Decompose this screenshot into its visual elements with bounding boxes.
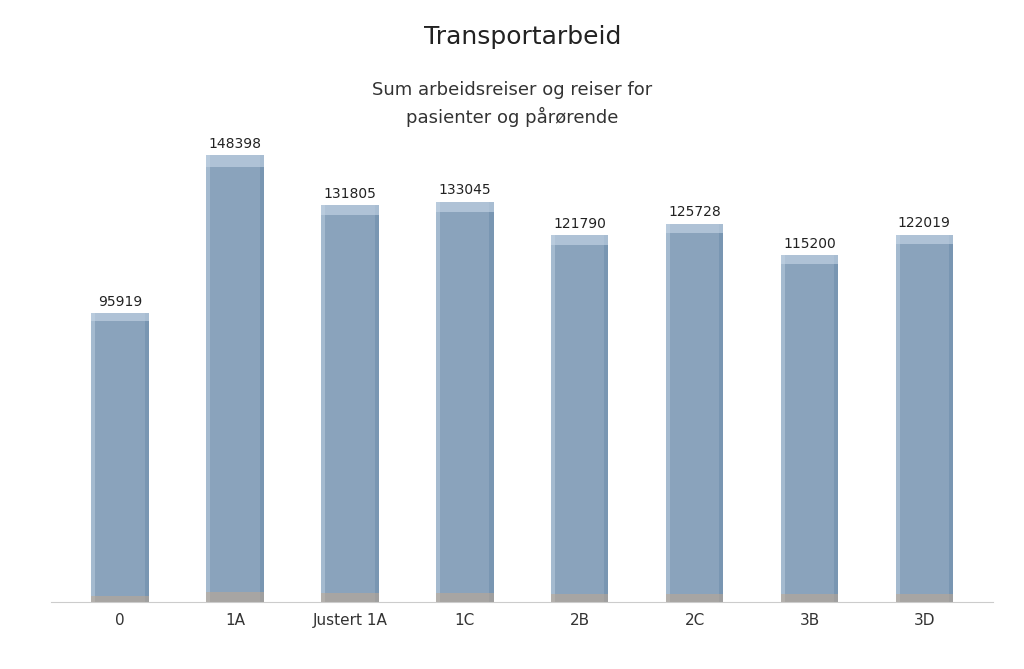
Bar — [896, 594, 953, 602]
Bar — [322, 205, 379, 215]
Bar — [666, 223, 723, 602]
Bar — [489, 201, 494, 602]
Text: 125728: 125728 — [669, 205, 721, 219]
Bar — [260, 155, 264, 602]
Bar — [436, 593, 494, 602]
Bar — [666, 223, 723, 233]
Bar — [91, 596, 148, 602]
Text: 115200: 115200 — [783, 237, 836, 251]
Bar — [144, 313, 148, 602]
Text: 121790: 121790 — [553, 217, 606, 231]
Bar — [206, 155, 264, 167]
Bar — [666, 223, 670, 602]
Bar — [436, 201, 440, 602]
Bar — [780, 256, 839, 264]
Bar — [436, 201, 494, 211]
Bar — [780, 256, 784, 602]
Bar — [896, 235, 900, 602]
Bar — [551, 235, 608, 245]
Bar — [91, 313, 148, 602]
Text: 95919: 95919 — [98, 295, 142, 309]
Bar — [604, 235, 608, 602]
Text: 122019: 122019 — [898, 216, 951, 230]
Bar — [206, 592, 264, 602]
Bar — [780, 256, 839, 602]
Bar — [780, 595, 839, 602]
Text: 131805: 131805 — [324, 187, 377, 201]
Bar — [91, 313, 95, 602]
Bar — [949, 235, 953, 602]
Bar — [91, 313, 148, 320]
Bar — [719, 223, 723, 602]
Bar — [896, 235, 953, 602]
Bar — [375, 205, 379, 602]
Bar — [551, 235, 555, 602]
Bar — [206, 155, 210, 602]
Text: 148398: 148398 — [209, 137, 261, 151]
Bar — [666, 594, 723, 602]
Bar — [551, 235, 608, 602]
Bar — [896, 235, 953, 244]
Text: Sum arbeidsreiser og reiser for
pasienter og pårørende: Sum arbeidsreiser og reiser for pasiente… — [372, 81, 652, 126]
Title: Transportarbeid: Transportarbeid — [424, 25, 621, 49]
Bar — [551, 594, 608, 602]
Bar — [322, 205, 379, 602]
Bar — [322, 205, 326, 602]
Bar — [436, 201, 494, 602]
Bar — [835, 256, 839, 602]
Bar — [322, 593, 379, 602]
Bar — [206, 155, 264, 602]
Text: 133045: 133045 — [438, 183, 492, 197]
